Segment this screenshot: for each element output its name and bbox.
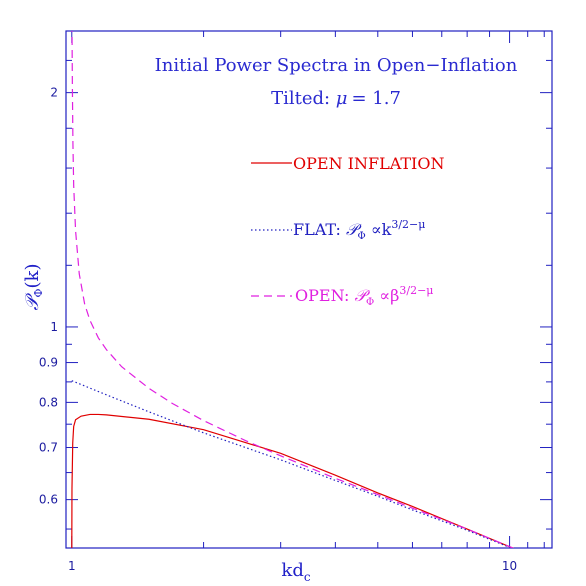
subtitle-prefix: Tilted:: [271, 88, 336, 109]
subtitle-symbol: μ: [336, 88, 348, 109]
legend-label-flat: FLAT: 𝒫Φ ∝k3/2−μ: [293, 218, 425, 242]
legend-flat-prop: ∝k: [366, 220, 392, 239]
series-open: [71, 31, 515, 548]
legend-flat-sub: Φ: [358, 231, 366, 242]
x-tick-label: 1: [68, 559, 76, 573]
y-tick-label: 2: [50, 86, 58, 100]
legend-flat-prefix: FLAT:: [293, 220, 346, 239]
x-axis-label-sub: c: [304, 570, 311, 584]
series-open-inflation: [71, 413, 515, 548]
plot-frame: [65, 30, 553, 549]
legend-open-sub: Φ: [366, 297, 374, 308]
x-tick-label: 10: [502, 559, 517, 573]
y-tick-label: 0.9: [39, 356, 58, 370]
legend-label-open-inflation: OPEN INFLATION: [293, 154, 444, 173]
y-axis-label-rest: (k): [22, 264, 43, 289]
y-axis-label: 𝒫Φ(k): [22, 264, 45, 311]
legend-open-sup: 3/2−μ: [399, 284, 433, 297]
subtitle-value: = 1.7: [351, 88, 400, 109]
legend: OPEN INFLATION FLAT: 𝒫Φ ∝k3/2−μ OPEN: 𝒫Φ…: [251, 154, 444, 308]
legend-open-prop: ∝β: [374, 286, 399, 305]
y-tick-label: 0.7: [39, 441, 58, 455]
chart-title: Initial Power Spectra in Open−Inflation: [155, 55, 518, 76]
y-tick-label: 1: [50, 320, 58, 334]
chart-subtitle: Tilted: μ = 1.7: [271, 88, 401, 109]
legend-flat-sup: 3/2−μ: [391, 218, 425, 231]
legend-open-prefix: OPEN:: [295, 286, 354, 305]
y-tick-label: 0.6: [39, 493, 58, 507]
series-layer: [71, 31, 515, 548]
x-axis-label: kdc: [281, 560, 310, 584]
series-flat: [71, 380, 513, 548]
axis-ticks: [66, 31, 552, 548]
axis-tick-labels: 1 10 0.6 0.7 0.8 0.9 1 2: [39, 86, 517, 573]
x-axis-label-main: kd: [281, 560, 303, 581]
legend-label-open: OPEN: 𝒫Φ ∝β3/2−μ: [295, 284, 433, 308]
y-tick-label: 0.8: [39, 395, 58, 409]
y-axis-label-sub: Φ: [32, 288, 45, 297]
